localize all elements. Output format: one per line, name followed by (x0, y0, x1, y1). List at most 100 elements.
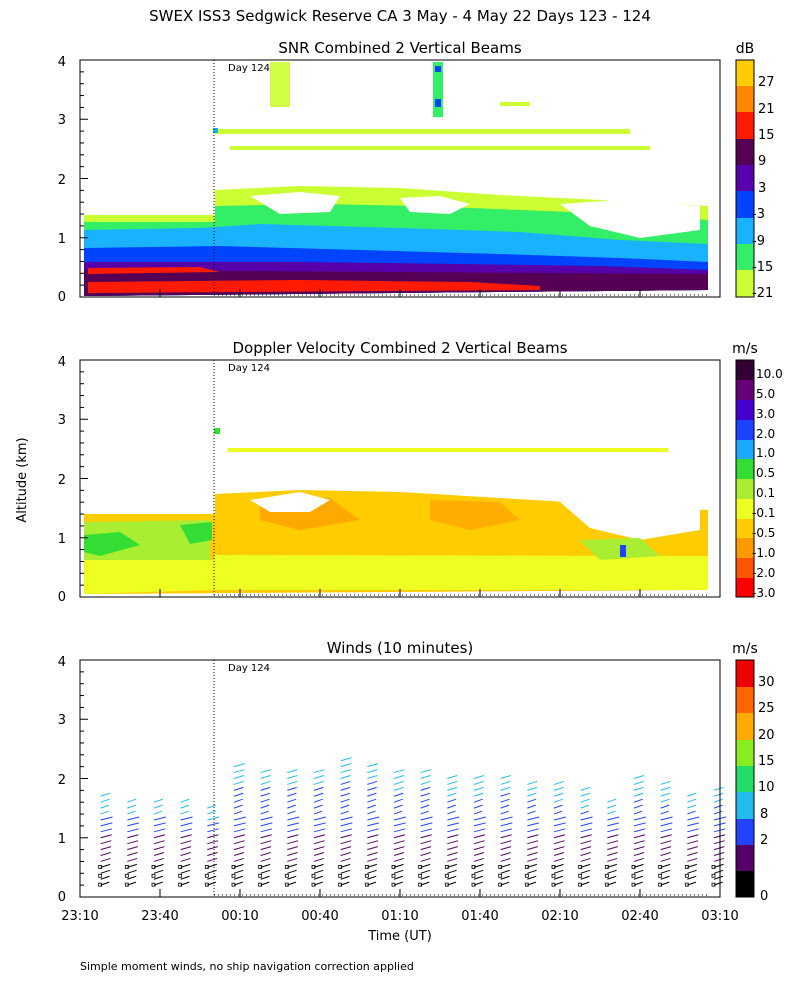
wind-profile (578, 786, 593, 887)
snr-cb-label-0: 27 (758, 75, 775, 90)
x-axis-label: Time (UT) (367, 929, 432, 944)
wind-barb (127, 869, 137, 874)
snr-ytick-0: 0 (58, 290, 66, 305)
winds-cb-label-1: 25 (758, 701, 775, 716)
wind-barb (660, 863, 671, 868)
wind-barb (313, 857, 324, 862)
doppler-cb-swatch-8 (736, 519, 754, 538)
wind-barb (527, 780, 538, 785)
wind-barb (687, 840, 699, 845)
wind-barb (580, 792, 590, 797)
wind-barb (100, 822, 113, 827)
xtick-0: 23:10 (61, 909, 98, 924)
wind-barb (527, 816, 540, 821)
wind-barb (553, 857, 564, 862)
wind-barb (287, 869, 297, 874)
wind-barb (420, 822, 433, 827)
wind-profile (258, 769, 273, 887)
wind-barb (260, 857, 271, 862)
wind-barb (313, 786, 324, 791)
wind-barb (420, 840, 432, 845)
wind-barb (287, 786, 297, 791)
wind-barb (633, 875, 644, 880)
wind-barb (607, 846, 618, 851)
snr-ytick-3: 3 (58, 113, 66, 128)
wind-barb (260, 863, 271, 868)
wind-barb (420, 857, 431, 862)
winds-cb-swatch-6 (736, 819, 754, 845)
wind-barb (473, 798, 483, 803)
wind-barb (607, 869, 617, 874)
calm-wind-marker (284, 882, 289, 887)
wind-barb (367, 840, 379, 845)
calm-wind-marker (178, 873, 183, 878)
calm-wind-marker (524, 864, 529, 869)
wind-barb (260, 769, 272, 774)
wind-barb (287, 846, 298, 851)
wind-barb (367, 792, 377, 797)
snr-cb-swatch-1 (736, 86, 754, 112)
wind-barb (420, 863, 431, 868)
wind-profile (658, 780, 673, 887)
wind-profile (204, 804, 220, 887)
xtick-8: 03:10 (701, 909, 738, 924)
wind-barb (313, 816, 327, 821)
wind-barb (367, 769, 378, 774)
calm-wind-marker (311, 864, 316, 869)
wind-barb (713, 875, 724, 880)
wind-barb (420, 769, 432, 774)
wind-barb (260, 846, 272, 851)
winds-ytick-4: 4 (58, 655, 66, 670)
wind-barb (633, 780, 644, 785)
doppler-cb-swatch-6 (736, 479, 754, 499)
wind-barb (420, 792, 430, 797)
wind-barb (420, 828, 433, 833)
wind-barb (500, 804, 510, 809)
winds-cb-label-3: 15 (758, 754, 775, 769)
wind-barb (607, 804, 616, 809)
wind-barb (420, 846, 432, 851)
wind-barb (367, 869, 377, 874)
calm-wind-marker (391, 864, 396, 869)
snr-cb-swatch-7 (736, 244, 754, 270)
wind-barb (287, 792, 297, 797)
wind-barb (340, 786, 351, 791)
wind-barb (500, 846, 512, 851)
wind-barb (207, 857, 218, 862)
calm-wind-marker (658, 882, 663, 887)
wind-barb (553, 786, 564, 791)
wind-barb (127, 840, 139, 845)
wind-barb (527, 852, 538, 857)
wind-barb (180, 804, 190, 809)
wind-barb (473, 857, 484, 862)
y-axis-label: Altitude (km) (15, 437, 30, 522)
wind-barb (580, 869, 591, 874)
wind-barb (367, 786, 377, 791)
calm-wind-marker (151, 882, 156, 887)
wind-barb (287, 775, 298, 779)
wind-barb (580, 828, 593, 833)
wind-barb (500, 852, 511, 857)
doppler-cb-label-5: 0.5 (756, 466, 775, 480)
wind-barb (153, 828, 166, 833)
wind-barb (633, 775, 645, 779)
wind-barb (180, 875, 190, 880)
winds-ytick-2: 2 (58, 773, 66, 788)
wind-barb (447, 834, 459, 839)
wind-barb (100, 857, 111, 862)
xtick-7: 02:40 (621, 909, 658, 924)
wind-barb (367, 881, 377, 886)
wind-barb (473, 869, 484, 874)
wind-barb (260, 786, 271, 791)
wind-barb (420, 816, 433, 821)
wind-barb (367, 875, 377, 880)
doppler-cb-label-8: -0.5 (752, 526, 775, 540)
doppler-colorbar: 10.0 5.0 3.0 2.0 1.0 0.5 0.1 -0.1 -0.5 -… (735, 359, 783, 600)
wind-barb (447, 863, 457, 868)
calm-wind-marker (391, 873, 396, 878)
wind-barb (233, 881, 243, 886)
wind-barb (340, 875, 350, 880)
wind-barb (473, 875, 484, 880)
wind-barb (500, 857, 511, 862)
wind-barb (393, 792, 404, 797)
